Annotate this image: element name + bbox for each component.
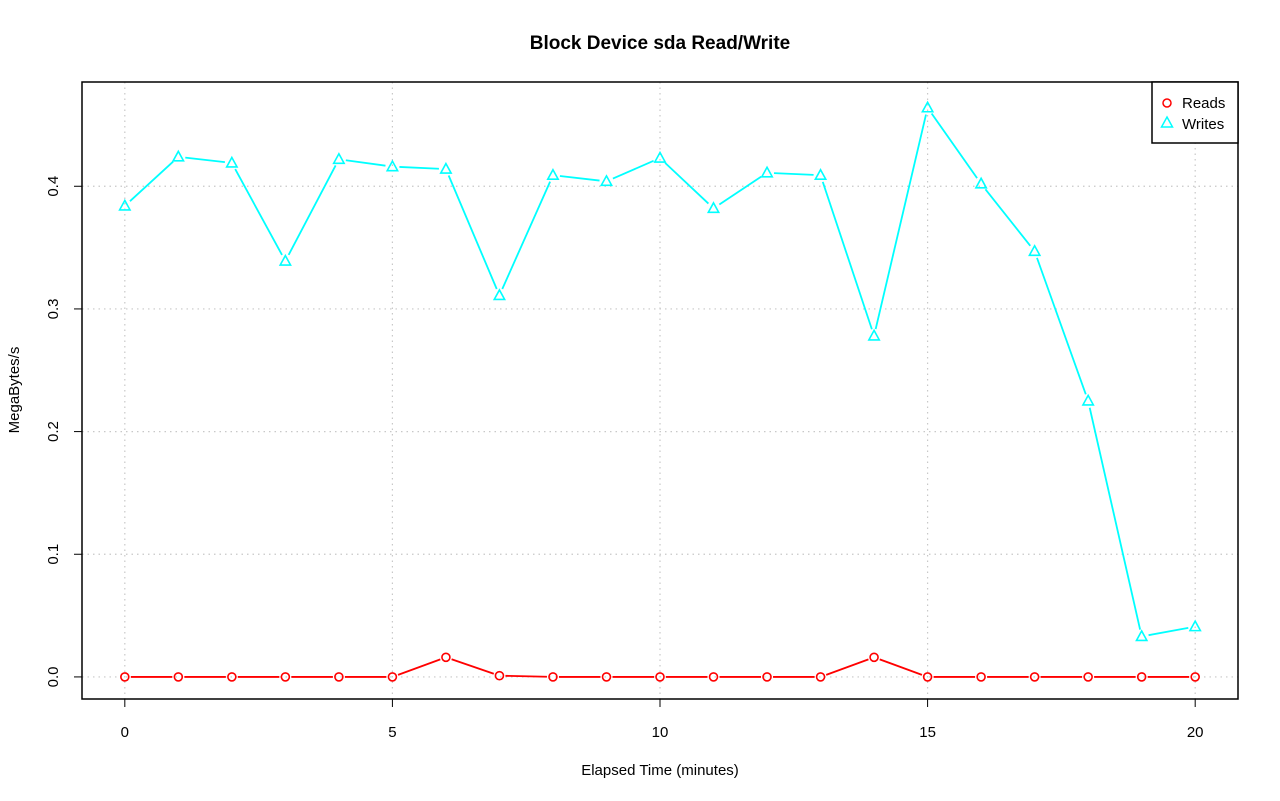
series-writes bbox=[118, 100, 1202, 642]
reads-point-0 bbox=[120, 672, 130, 682]
x-axis: 0 5 10 15 20 bbox=[121, 698, 1204, 741]
writes-point-20 bbox=[1188, 619, 1202, 632]
writes-segment-16 bbox=[984, 188, 1031, 247]
reads-point-13 bbox=[815, 672, 826, 682]
reads-point-8 bbox=[548, 672, 558, 682]
writes-point-17 bbox=[1028, 244, 1042, 257]
reads-point-20 bbox=[1190, 672, 1200, 682]
writes-point-1 bbox=[171, 149, 185, 162]
writes-segment-10 bbox=[664, 162, 710, 205]
writes-segment-5 bbox=[399, 166, 439, 170]
legend-reads-marker bbox=[1162, 98, 1172, 108]
x-axis-label: Elapsed Time (minutes) bbox=[581, 762, 739, 779]
reads-point-9 bbox=[601, 672, 612, 682]
y-tick-label-3: 0.3 bbox=[45, 298, 62, 319]
y-axis: 0.0 0.1 0.2 0.3 0.4 bbox=[45, 176, 83, 687]
writes-point-19 bbox=[1135, 629, 1149, 642]
grid-lines bbox=[82, 82, 1238, 699]
reads-point-16 bbox=[976, 672, 986, 682]
reads-segment-7 bbox=[505, 674, 547, 678]
x-tick-label-0: 0 bbox=[121, 724, 129, 741]
writes-point-3 bbox=[278, 253, 292, 266]
writes-point-12 bbox=[760, 165, 774, 178]
y-axis-label: MegaBytes/s bbox=[6, 347, 23, 434]
writes-segment-18 bbox=[1088, 407, 1141, 630]
writes-point-18 bbox=[1081, 393, 1095, 406]
writes-segment-2 bbox=[234, 168, 283, 256]
writes-segment-15 bbox=[930, 112, 978, 179]
writes-point-0 bbox=[118, 198, 132, 211]
writes-segment-8 bbox=[559, 175, 600, 182]
writes-point-4 bbox=[332, 152, 346, 165]
writes-point-8 bbox=[546, 168, 560, 181]
reads-point-3 bbox=[280, 672, 291, 682]
reads-point-1 bbox=[173, 672, 184, 682]
reads-point-11 bbox=[708, 672, 719, 682]
reads-point-2 bbox=[227, 672, 237, 682]
writes-segment-6 bbox=[447, 175, 498, 290]
reads-point-15 bbox=[922, 672, 933, 682]
reads-point-6 bbox=[441, 652, 451, 663]
legend-box bbox=[1151, 81, 1239, 144]
x-tick-label-1: 5 bbox=[388, 724, 396, 741]
writes-point-15 bbox=[921, 100, 935, 113]
reads-point-10 bbox=[655, 672, 665, 682]
reads-point-5 bbox=[387, 672, 398, 682]
y-tick-label-1: 0.1 bbox=[45, 544, 62, 565]
reads-point-17 bbox=[1029, 672, 1040, 682]
y-tick-label-4: 0.4 bbox=[45, 176, 62, 197]
y-tick-label-2: 0.2 bbox=[45, 421, 62, 442]
writes-point-11 bbox=[706, 201, 721, 214]
writes-segment-3 bbox=[287, 165, 337, 256]
reads-point-4 bbox=[334, 672, 344, 682]
reads-point-18 bbox=[1083, 672, 1093, 682]
writes-segment-1 bbox=[185, 156, 225, 164]
legend-reads-label: Reads bbox=[1182, 95, 1225, 112]
reads-segment-13 bbox=[825, 658, 869, 676]
writes-segment-0 bbox=[129, 160, 174, 202]
reads-segment-6 bbox=[451, 658, 495, 675]
reads-point-7 bbox=[494, 670, 505, 681]
writes-segment-9 bbox=[612, 160, 654, 180]
writes-segment-14 bbox=[874, 114, 927, 330]
writes-point-2 bbox=[225, 155, 239, 168]
writes-point-9 bbox=[599, 174, 614, 187]
writes-point-7 bbox=[492, 288, 506, 301]
writes-segment-12 bbox=[773, 172, 814, 176]
legend-writes-marker bbox=[1160, 115, 1174, 128]
reads-point-12 bbox=[762, 672, 772, 682]
reads-point-19 bbox=[1136, 672, 1147, 682]
reads-segment-14 bbox=[879, 658, 923, 676]
reads-point-14 bbox=[869, 652, 879, 663]
series-layer bbox=[118, 100, 1202, 682]
series-reads bbox=[120, 652, 1200, 682]
writes-segment-7 bbox=[501, 181, 551, 290]
legend: Reads Writes bbox=[1151, 81, 1239, 144]
writes-point-5 bbox=[385, 159, 399, 172]
writes-segment-19 bbox=[1148, 627, 1189, 637]
x-tick-label-4: 20 bbox=[1187, 724, 1204, 741]
writes-point-14 bbox=[867, 328, 881, 341]
x-tick-label-3: 15 bbox=[919, 724, 936, 741]
writes-point-10 bbox=[653, 150, 667, 163]
y-tick-label-0: 0.0 bbox=[45, 666, 62, 687]
reads-segment-5 bbox=[397, 658, 441, 676]
legend-writes-label: Writes bbox=[1182, 116, 1224, 133]
writes-point-6 bbox=[439, 161, 453, 174]
writes-segment-11 bbox=[718, 175, 762, 206]
writes-segment-17 bbox=[1036, 257, 1087, 395]
writes-point-13 bbox=[814, 168, 828, 181]
writes-segment-4 bbox=[345, 159, 386, 167]
writes-point-16 bbox=[974, 176, 988, 189]
writes-segment-13 bbox=[821, 181, 873, 330]
x-tick-label-2: 10 bbox=[652, 724, 669, 741]
chart-title: Block Device sda Read/Write bbox=[530, 33, 790, 54]
